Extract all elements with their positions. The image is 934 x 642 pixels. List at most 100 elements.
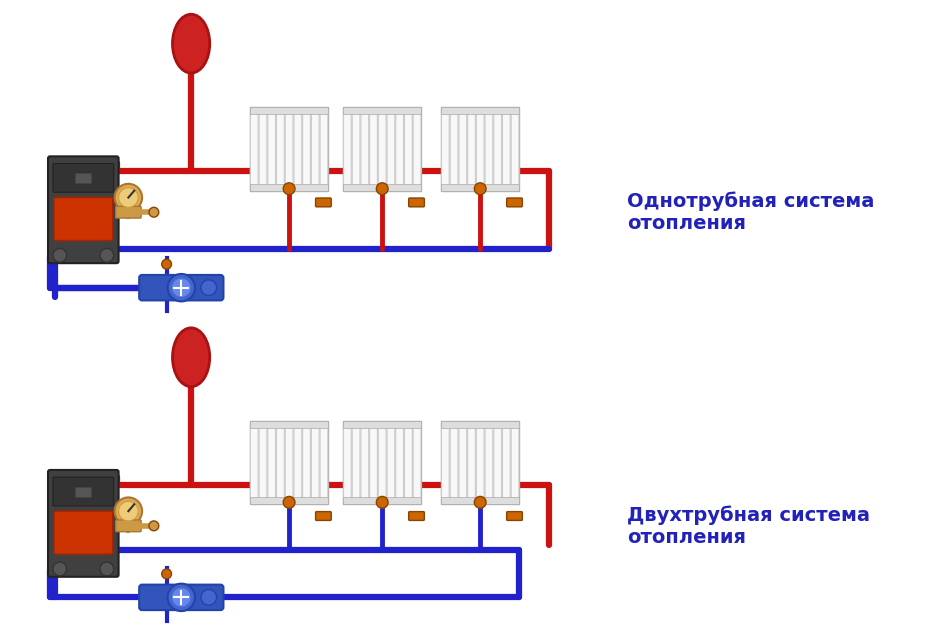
Bar (76, 487, 92, 497)
Ellipse shape (173, 328, 210, 386)
FancyBboxPatch shape (468, 110, 475, 187)
Bar (441, 184, 519, 191)
Circle shape (119, 501, 138, 521)
FancyBboxPatch shape (468, 424, 475, 501)
Circle shape (283, 183, 295, 195)
FancyBboxPatch shape (303, 110, 310, 187)
FancyBboxPatch shape (506, 198, 522, 207)
FancyBboxPatch shape (54, 198, 113, 241)
FancyBboxPatch shape (311, 424, 319, 501)
FancyBboxPatch shape (250, 424, 258, 501)
FancyBboxPatch shape (116, 520, 141, 532)
Circle shape (119, 187, 138, 207)
FancyBboxPatch shape (413, 424, 421, 501)
Circle shape (201, 589, 217, 605)
FancyBboxPatch shape (387, 424, 395, 501)
Circle shape (474, 496, 486, 508)
FancyBboxPatch shape (396, 424, 403, 501)
Circle shape (115, 184, 142, 211)
Circle shape (53, 248, 66, 262)
Circle shape (115, 498, 142, 525)
FancyBboxPatch shape (53, 164, 114, 192)
FancyBboxPatch shape (259, 110, 267, 187)
FancyBboxPatch shape (409, 512, 424, 521)
FancyBboxPatch shape (442, 424, 449, 501)
Circle shape (474, 183, 486, 195)
Bar (343, 107, 421, 114)
Bar (343, 421, 421, 504)
FancyBboxPatch shape (268, 110, 276, 187)
FancyBboxPatch shape (139, 585, 223, 610)
Circle shape (100, 248, 114, 262)
Bar (250, 107, 329, 114)
Bar (250, 184, 329, 191)
Bar (76, 173, 92, 183)
FancyBboxPatch shape (450, 424, 458, 501)
FancyBboxPatch shape (316, 198, 332, 207)
Bar (343, 498, 421, 504)
FancyBboxPatch shape (506, 512, 522, 521)
FancyBboxPatch shape (511, 424, 519, 501)
FancyBboxPatch shape (352, 424, 360, 501)
FancyBboxPatch shape (485, 110, 493, 187)
Bar (250, 107, 329, 191)
Bar (441, 421, 519, 504)
Circle shape (167, 274, 195, 301)
FancyBboxPatch shape (53, 477, 114, 506)
Bar (441, 498, 519, 504)
Circle shape (162, 569, 172, 578)
FancyBboxPatch shape (378, 110, 386, 187)
Bar (343, 421, 421, 428)
FancyBboxPatch shape (320, 424, 328, 501)
Bar (343, 184, 421, 191)
Circle shape (376, 496, 389, 508)
Bar (441, 421, 519, 428)
Bar (343, 107, 421, 191)
FancyBboxPatch shape (409, 198, 424, 207)
FancyBboxPatch shape (344, 424, 351, 501)
FancyBboxPatch shape (320, 110, 328, 187)
FancyBboxPatch shape (344, 110, 351, 187)
FancyBboxPatch shape (311, 110, 319, 187)
Circle shape (149, 207, 159, 217)
FancyBboxPatch shape (476, 424, 484, 501)
FancyBboxPatch shape (285, 110, 293, 187)
FancyBboxPatch shape (316, 512, 332, 521)
FancyBboxPatch shape (450, 110, 458, 187)
FancyBboxPatch shape (276, 110, 284, 187)
FancyBboxPatch shape (396, 110, 403, 187)
FancyBboxPatch shape (370, 110, 377, 187)
FancyBboxPatch shape (361, 110, 369, 187)
Bar (441, 107, 519, 191)
FancyBboxPatch shape (250, 110, 258, 187)
FancyBboxPatch shape (485, 424, 493, 501)
FancyBboxPatch shape (502, 110, 510, 187)
FancyBboxPatch shape (476, 110, 484, 187)
FancyBboxPatch shape (48, 157, 119, 263)
FancyBboxPatch shape (259, 424, 267, 501)
FancyBboxPatch shape (361, 424, 369, 501)
Text: Двухтрубная система
отопления: Двухтрубная система отопления (628, 505, 870, 546)
Circle shape (172, 278, 191, 297)
FancyBboxPatch shape (442, 110, 449, 187)
FancyBboxPatch shape (494, 110, 502, 187)
FancyBboxPatch shape (139, 275, 223, 300)
Circle shape (283, 496, 295, 508)
Circle shape (376, 183, 389, 195)
Circle shape (172, 587, 191, 607)
FancyBboxPatch shape (294, 110, 302, 187)
Circle shape (162, 259, 172, 269)
FancyBboxPatch shape (268, 424, 276, 501)
Bar (250, 421, 329, 428)
FancyBboxPatch shape (285, 424, 293, 501)
FancyBboxPatch shape (387, 110, 395, 187)
Ellipse shape (173, 14, 210, 73)
Bar (250, 421, 329, 504)
FancyBboxPatch shape (459, 424, 467, 501)
Circle shape (201, 280, 217, 295)
FancyBboxPatch shape (276, 424, 284, 501)
Bar (441, 107, 519, 114)
FancyBboxPatch shape (404, 110, 412, 187)
FancyBboxPatch shape (116, 206, 141, 218)
Text: Однотрубная система
отопления: Однотрубная система отопления (628, 191, 874, 233)
